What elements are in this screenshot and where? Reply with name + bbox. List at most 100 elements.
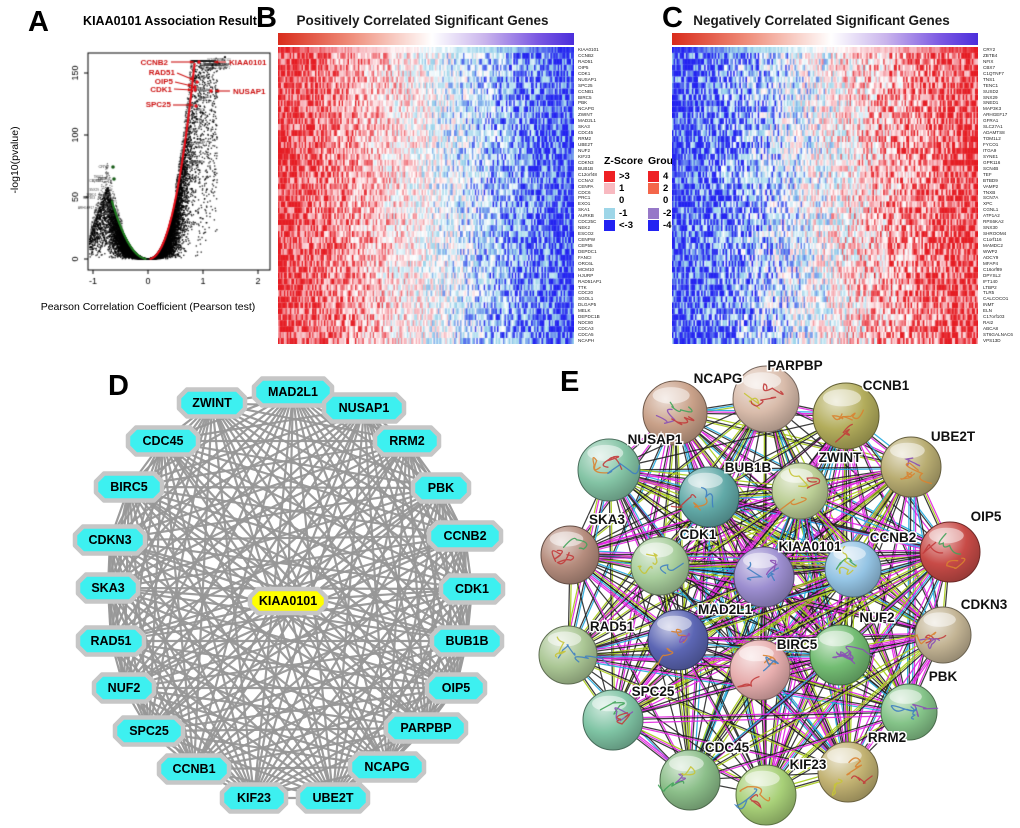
volcano-xaxis-label: Pearson Correlation Coefficient (Pearson… xyxy=(40,301,256,313)
gene-label: SNX29 xyxy=(983,94,998,100)
volcano-title: KIAA0101 Association Result xyxy=(83,14,257,28)
gene-label: CCNB1 xyxy=(578,88,594,94)
gene-label: MAMDC2 xyxy=(983,242,1003,248)
heatmap-negative-canvas xyxy=(672,47,978,344)
legend-swatch xyxy=(648,170,659,182)
protein-node xyxy=(540,525,600,585)
protein-node-label: OIP5 xyxy=(971,509,1002,524)
panel-letter-d: D xyxy=(108,370,129,402)
network-node-label: PARPBP xyxy=(400,721,451,735)
legend-label: -1 xyxy=(619,207,628,219)
protein-node-label: KIAA0101 xyxy=(778,539,842,554)
legend-entry: 0 xyxy=(648,195,680,207)
gene-label: SGOL1 xyxy=(578,296,594,302)
gene-label: ABCA8 xyxy=(983,326,999,332)
network-node: SKA3 xyxy=(75,572,141,604)
network-node: NCAPG xyxy=(347,751,427,783)
gene-label: TNS1 xyxy=(983,76,995,82)
network-node-label: NUSAP1 xyxy=(339,401,390,415)
legend-entry: <-3 xyxy=(604,220,643,232)
protein-node xyxy=(919,521,981,583)
network-node-label: ZWINT xyxy=(192,396,232,410)
gene-label: ELN xyxy=(983,308,992,314)
network-node-label: NCAPG xyxy=(364,760,409,774)
gene-label: KIAA0101 xyxy=(578,47,599,52)
protein-node-label: RAD51 xyxy=(590,619,635,634)
panel-letter-c: C xyxy=(662,2,683,34)
gene-label: RAD51AP1 xyxy=(578,278,602,284)
gene-label: TLR5 xyxy=(983,290,995,296)
gene-label: ATP1A2 xyxy=(983,213,1000,219)
gene-label: BIRC5 xyxy=(578,94,592,100)
gene-label: ESCO2 xyxy=(578,231,594,237)
gene-label: CCNB2 xyxy=(578,52,594,58)
gene-label: MFAP4 xyxy=(983,260,999,266)
network-node-label: KIAA0101 xyxy=(259,594,317,608)
protein-node xyxy=(582,689,644,751)
network-node: CDKN3 xyxy=(72,524,148,556)
gene-label: RAD51 xyxy=(578,58,593,64)
heatmap-negative-title: Negatively Correlated Significant Genes xyxy=(693,13,950,28)
gene-label: EXO1 xyxy=(578,201,591,207)
protein-node xyxy=(809,624,876,686)
legend-label: <-3 xyxy=(619,220,633,232)
network-node-label: CDKN3 xyxy=(88,533,131,547)
hub-network-edges xyxy=(106,390,474,800)
network-node: PBK xyxy=(410,472,472,504)
protein-node-label: PARPBP xyxy=(767,358,822,373)
network-node: BUB1B xyxy=(429,625,505,657)
network-node-label: UBE2T xyxy=(313,791,354,805)
protein-node xyxy=(657,749,721,811)
gene-label: SLC27A1 xyxy=(983,124,1003,130)
protein-node xyxy=(647,609,709,671)
network-node: OIP5 xyxy=(424,672,488,704)
legend-label: -4 xyxy=(663,220,672,232)
gene-label: CGNL1 xyxy=(983,207,999,213)
network-node-label: PBK xyxy=(428,481,454,495)
gene-label: ITGA9 xyxy=(983,147,997,153)
gene-label: FYCO1 xyxy=(983,142,999,147)
protein-node xyxy=(733,764,797,826)
gene-label: OIP5 xyxy=(578,64,589,70)
zscore-legend-title: Z-Score xyxy=(604,155,644,167)
gene-label: AURKB xyxy=(578,213,594,219)
legend-swatch xyxy=(648,220,659,232)
gene-label: MAP3K3 xyxy=(983,106,1002,112)
network-node: NUF2 xyxy=(91,672,157,704)
panel-letter-e: E xyxy=(560,366,580,398)
legend-entry: 0 xyxy=(604,195,643,207)
network-node: CDC45 xyxy=(125,425,201,457)
gene-label: SKA3 xyxy=(578,124,590,130)
gene-label: CDC25C xyxy=(578,219,597,225)
network-node-label: BUB1B xyxy=(445,634,488,648)
gene-label: MCM10 xyxy=(578,266,595,272)
protein-node xyxy=(642,380,708,446)
gene-label: CRY2 xyxy=(983,47,996,52)
gene-label: SYNE1 xyxy=(983,153,999,159)
protein-node-label: CDKN3 xyxy=(961,597,1008,612)
gene-label: ADCY9 xyxy=(983,254,999,260)
network-node-label: OIP5 xyxy=(442,681,471,695)
legend-entry: -2 xyxy=(648,207,680,219)
gene-label: NDC80 xyxy=(578,320,594,326)
protein-node xyxy=(817,741,879,803)
gene-label: CENPA xyxy=(578,183,594,189)
legend-swatch xyxy=(648,183,659,195)
legend-swatch xyxy=(604,195,615,207)
gene-label: CALCOCO1 xyxy=(983,296,1009,302)
gene-label: SHROOM4 xyxy=(983,231,1007,237)
network-node: CCNB1 xyxy=(156,753,232,785)
gene-label: CEP55 xyxy=(578,242,593,248)
legend-swatch xyxy=(604,207,615,219)
protein-node xyxy=(732,365,800,433)
gene-label: CCNA2 xyxy=(578,177,594,183)
gene-label: NUSAP1 xyxy=(578,76,597,82)
legend-entry: 2 xyxy=(648,182,680,195)
gene-label: MELK xyxy=(578,308,591,314)
gene-label: TENC1 xyxy=(983,82,999,88)
protein-node-label: PBK xyxy=(929,669,958,684)
protein-node-label: NUSAP1 xyxy=(628,432,683,447)
gene-label: SCN4B xyxy=(983,165,999,171)
network-node-label: CDC45 xyxy=(143,434,184,448)
protein-node-label: SKA3 xyxy=(589,512,626,527)
